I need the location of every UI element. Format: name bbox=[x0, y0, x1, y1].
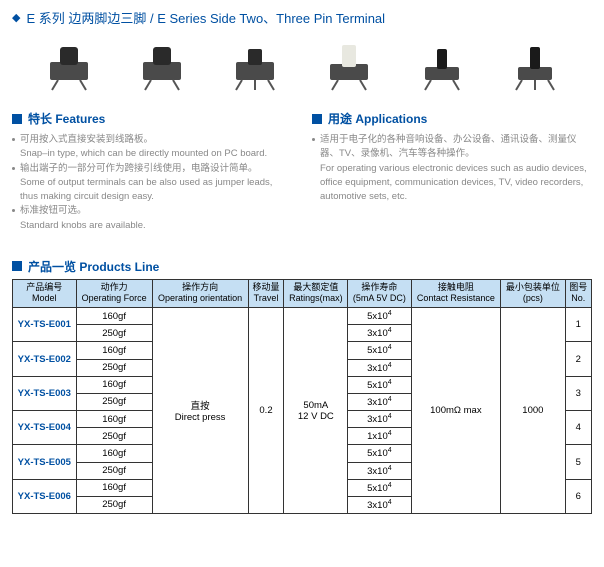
app-item: 适用于电子化的各种音响设备、办公设备、通讯设备、测量仪器、TV、录像机、汽车等各… bbox=[312, 133, 592, 162]
life-cell: 3x104 bbox=[348, 393, 411, 410]
products-heading: 产品一览 Products Line bbox=[28, 258, 159, 275]
contact-cell: 100mΩ max bbox=[411, 308, 501, 514]
col-force: 动作力Operating Force bbox=[76, 279, 152, 307]
diamond-icon: ◆ bbox=[12, 11, 20, 24]
col-pack: 最小包装单位(pcs) bbox=[501, 279, 565, 307]
model-cell: YX-TS-E003 bbox=[13, 376, 77, 410]
col-contact: 接触电阻Contact Resistance bbox=[411, 279, 501, 307]
col-orient: 操作方向Operating orientation bbox=[152, 279, 248, 307]
force-cell: 160gf bbox=[76, 479, 152, 496]
force-cell: 160gf bbox=[76, 308, 152, 325]
feature-item: 可用按入式直接安装到线路板。 bbox=[12, 133, 292, 147]
no-cell: 3 bbox=[565, 376, 591, 410]
feature-item-en: Snap–in type, which can be directly moun… bbox=[12, 147, 292, 161]
col-model: 产品编号Model bbox=[13, 279, 77, 307]
switch-image-4 bbox=[318, 37, 380, 92]
title-text: E 系列 边两脚边三脚 / E Series Side Two、Three Pi… bbox=[26, 8, 385, 27]
life-cell: 5x104 bbox=[348, 342, 411, 359]
life-cell: 3x104 bbox=[348, 325, 411, 342]
square-icon bbox=[12, 114, 22, 124]
force-cell: 160gf bbox=[76, 445, 152, 462]
products-header: 产品一览 Products Line bbox=[12, 258, 592, 275]
force-cell: 250gf bbox=[76, 496, 152, 513]
products-table: 产品编号Model 动作力Operating Force 操作方向Operati… bbox=[12, 279, 592, 514]
switch-image-1 bbox=[38, 37, 100, 92]
info-columns: 特长 Features 可用按入式直接安装到线路板。 Snap–in type,… bbox=[12, 110, 592, 233]
no-cell: 4 bbox=[565, 411, 591, 445]
features-section: 特长 Features 可用按入式直接安装到线路板。 Snap–in type,… bbox=[12, 110, 292, 233]
life-cell: 5x104 bbox=[348, 479, 411, 496]
force-cell: 250gf bbox=[76, 325, 152, 342]
table-header-row: 产品编号Model 动作力Operating Force 操作方向Operati… bbox=[13, 279, 592, 307]
pack-cell: 1000 bbox=[501, 308, 565, 514]
page-title: ◆ E 系列 边两脚边三脚 / E Series Side Two、Three … bbox=[12, 8, 592, 27]
product-image-row bbox=[12, 37, 592, 92]
model-cell: YX-TS-E006 bbox=[13, 479, 77, 513]
life-cell: 5x104 bbox=[348, 445, 411, 462]
life-cell: 1x104 bbox=[348, 428, 411, 445]
ratings-cell: 50mA12 V DC bbox=[284, 308, 348, 514]
model-cell: YX-TS-E004 bbox=[13, 411, 77, 445]
life-cell: 3x104 bbox=[348, 462, 411, 479]
applications-list: 适用于电子化的各种音响设备、办公设备、通讯设备、测量仪器、TV、录像机、汽车等各… bbox=[312, 133, 592, 204]
col-ratings: 最大额定值Ratings(max) bbox=[284, 279, 348, 307]
life-cell: 5x104 bbox=[348, 376, 411, 393]
switch-image-2 bbox=[131, 37, 193, 92]
feature-item: 标准按钮可选。 bbox=[12, 204, 292, 218]
force-cell: 160gf bbox=[76, 376, 152, 393]
life-cell: 3x104 bbox=[348, 496, 411, 513]
life-cell: 3x104 bbox=[348, 359, 411, 376]
no-cell: 6 bbox=[565, 479, 591, 513]
no-cell: 5 bbox=[565, 445, 591, 479]
features-list: 可用按入式直接安装到线路板。 Snap–in type, which can b… bbox=[12, 133, 292, 233]
applications-heading: 用途 Applications bbox=[328, 110, 427, 127]
features-heading: 特长 Features bbox=[28, 110, 105, 127]
table-row: YX-TS-E001160gf直按Direct press0.250mA12 V… bbox=[13, 308, 592, 325]
no-cell: 2 bbox=[565, 342, 591, 376]
no-cell: 1 bbox=[565, 308, 591, 342]
model-cell: YX-TS-E002 bbox=[13, 342, 77, 376]
force-cell: 250gf bbox=[76, 462, 152, 479]
orientation-cell: 直按Direct press bbox=[152, 308, 248, 514]
force-cell: 250gf bbox=[76, 359, 152, 376]
square-icon bbox=[12, 261, 22, 271]
square-icon bbox=[312, 114, 322, 124]
force-cell: 250gf bbox=[76, 393, 152, 410]
force-cell: 250gf bbox=[76, 428, 152, 445]
feature-item-en: Standard knobs are available. bbox=[12, 219, 292, 233]
model-cell: YX-TS-E001 bbox=[13, 308, 77, 342]
col-travel: 移动量Travel bbox=[248, 279, 284, 307]
travel-cell: 0.2 bbox=[248, 308, 284, 514]
switch-image-3 bbox=[224, 37, 286, 92]
applications-section: 用途 Applications 适用于电子化的各种音响设备、办公设备、通讯设备、… bbox=[312, 110, 592, 233]
col-life: 操作寿命(5mA 5V DC) bbox=[348, 279, 411, 307]
force-cell: 160gf bbox=[76, 411, 152, 428]
model-cell: YX-TS-E005 bbox=[13, 445, 77, 479]
feature-item-en: Some of output terminals can be also use… bbox=[12, 176, 292, 205]
switch-image-6 bbox=[504, 37, 566, 92]
switch-image-5 bbox=[411, 37, 473, 92]
col-no: 图号No. bbox=[565, 279, 591, 307]
force-cell: 160gf bbox=[76, 342, 152, 359]
life-cell: 5x104 bbox=[348, 308, 411, 325]
feature-item: 输出端子的一部分可作为跨接引线使用，电路设计简单。 bbox=[12, 162, 292, 176]
life-cell: 3x104 bbox=[348, 411, 411, 428]
app-item-en: For operating various electronic devices… bbox=[312, 162, 592, 205]
